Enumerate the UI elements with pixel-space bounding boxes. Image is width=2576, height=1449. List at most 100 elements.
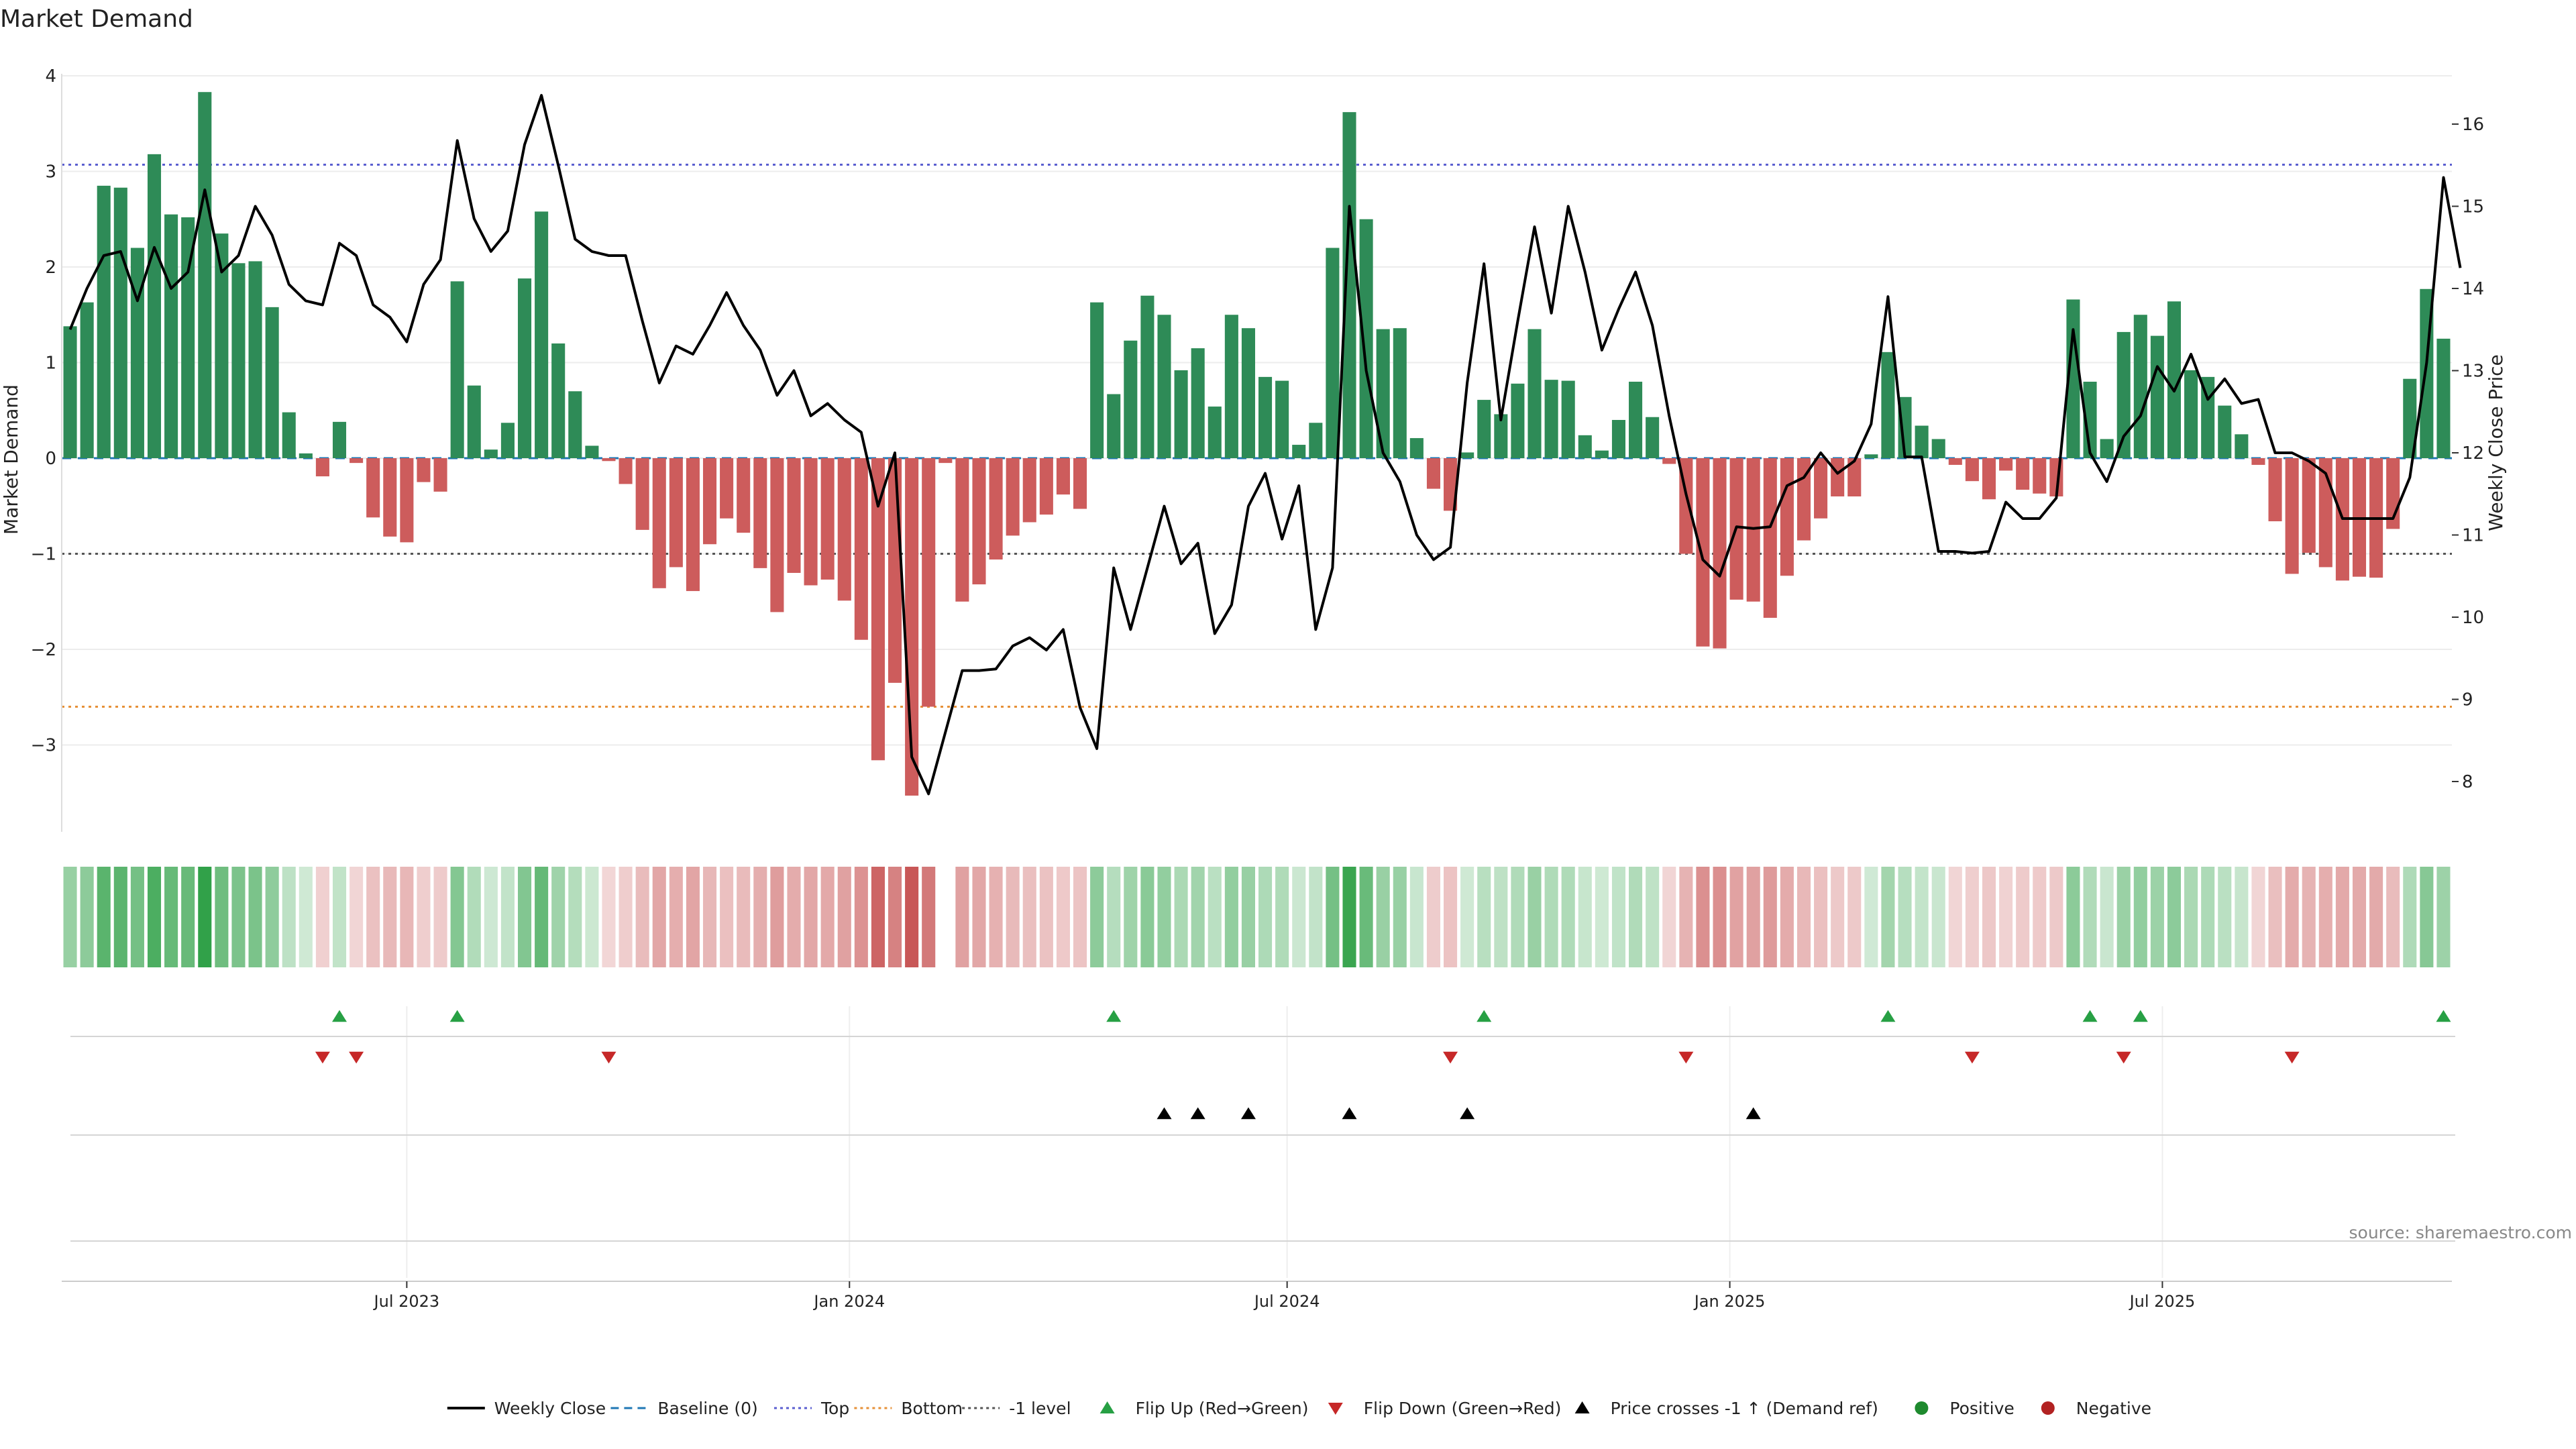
demand-bar (1073, 458, 1087, 509)
heat-cell (787, 867, 801, 967)
heat-cell (1746, 867, 1760, 967)
flip-down-marker (315, 1051, 330, 1064)
demand-bar (265, 307, 279, 458)
close-line (68, 94, 2462, 796)
demand-bar (433, 458, 447, 492)
y2-tick-label: 13 (2462, 362, 2484, 382)
heat-cell (1006, 867, 1020, 967)
heat-cell (282, 867, 296, 967)
price-cross-marker (1460, 1107, 1475, 1120)
x-tick-label: Jul 2023 (373, 1292, 440, 1311)
demand-bar (1056, 458, 1070, 495)
demand-bar (198, 92, 212, 459)
flip-up-marker (2133, 1010, 2148, 1022)
heat-cell (1494, 867, 1508, 967)
heat-cell (1393, 867, 1407, 967)
demand-bar (2436, 338, 2451, 458)
demand-bar (1157, 315, 1171, 458)
x-axis: Jul 2023 Jan 2024 Jul 2024 Jan 2025 Jul 2025 (62, 1281, 2452, 1311)
heat-cell (2218, 867, 2232, 967)
demand-bar (989, 458, 1003, 560)
y2-tick-label: 11 (2462, 526, 2484, 546)
flip-up-marker (332, 1010, 347, 1022)
heat-cell (2386, 867, 2400, 967)
price-cross-marker (1190, 1107, 1205, 1120)
y-tick-label: 4 (45, 66, 56, 87)
legend-item: Baseline (0) (610, 1399, 758, 1418)
heat-cell (63, 867, 77, 967)
demand-bar (417, 458, 431, 482)
demand-bar (1763, 458, 1777, 618)
heat-cell (1662, 867, 1676, 967)
heat-cell (1241, 867, 1255, 967)
demand-bar (299, 453, 313, 458)
heat-cell (383, 867, 397, 967)
heat-cell (568, 867, 582, 967)
demand-bars (63, 92, 2451, 796)
heat-cell (2133, 867, 2147, 967)
demand-bar (80, 302, 94, 458)
flip-down-marker (349, 1051, 364, 1064)
y-tick-label: 2 (45, 258, 56, 278)
demand-bar (2285, 458, 2299, 574)
demand-bar (282, 412, 296, 458)
y-axis-label: Market Demand (0, 384, 22, 535)
legend-label: Flip Down (Green→Red) (1364, 1399, 1562, 1418)
heat-cell (1359, 867, 1373, 967)
demand-bar (2184, 370, 2198, 458)
demand-bar (1931, 439, 1945, 458)
demand-bar (1965, 458, 1979, 482)
heat-cell (1258, 867, 1273, 967)
heat-cell (2352, 867, 2367, 967)
demand-bar (720, 458, 734, 519)
y-tick-label: 3 (45, 162, 56, 182)
heat-cell (2369, 867, 2383, 967)
heat-cell (1444, 867, 1458, 967)
heat-cell (1511, 867, 1525, 967)
heat-cell (1124, 867, 1138, 967)
demand-bar (332, 421, 347, 458)
heat-cell (2335, 867, 2349, 967)
demand-bar (2218, 405, 2232, 458)
heat-cell (635, 867, 649, 967)
flip-down-marker (2284, 1051, 2300, 1064)
heat-cell (669, 867, 683, 967)
x-tick-label: Jul 2025 (2129, 1292, 2196, 1311)
demand-bar (955, 458, 969, 602)
heat-cell (1931, 867, 1945, 967)
demand-bar (500, 423, 515, 458)
demand-bar (1393, 328, 1407, 458)
heat-cell (2235, 867, 2249, 967)
demand-bar (484, 449, 498, 458)
legend-item: Flip Down (Green→Red) (1328, 1399, 1562, 1418)
heat-cell (1426, 867, 1440, 967)
legend-swatch (1099, 1401, 1115, 1413)
legend-label: Bottom (901, 1399, 963, 1418)
demand-bar (63, 326, 77, 458)
flip-up-marker (2436, 1010, 2451, 1022)
y2-tick-label: 9 (2462, 690, 2473, 710)
heat-cell (1847, 867, 1862, 967)
heat-cell (1477, 867, 1491, 967)
heat-cell (972, 867, 986, 967)
demand-bar (400, 458, 414, 543)
heat-cell (1965, 867, 1979, 967)
legend-item: Weekly Close (447, 1399, 606, 1418)
demand-bar (1006, 458, 1020, 536)
flip-down-marker (2116, 1051, 2131, 1064)
price-cross-marker (1240, 1107, 1256, 1120)
legend-swatch (2041, 1401, 2055, 1415)
demand-bar (1881, 352, 1895, 458)
heat-cell (989, 867, 1003, 967)
demand-bar (2302, 458, 2316, 553)
heat-cell (484, 867, 498, 967)
heat-cell (1376, 867, 1390, 967)
heat-cell (2150, 867, 2164, 967)
demand-bar (1780, 458, 1794, 576)
legend-item: Top (774, 1399, 849, 1418)
demand-bar (922, 458, 936, 707)
demand-bar (1292, 445, 1306, 458)
y2-tick-label: 15 (2462, 197, 2484, 217)
demand-bar (1342, 112, 1356, 458)
heat-cell (299, 867, 313, 967)
